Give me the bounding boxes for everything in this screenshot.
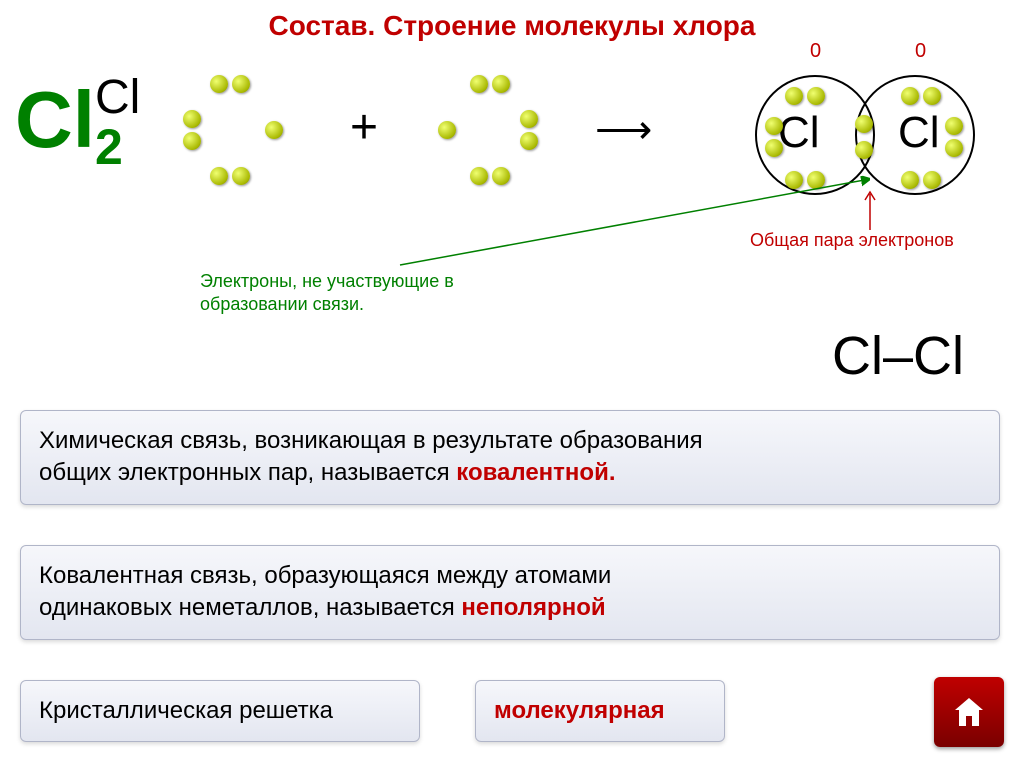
electron-dot [945, 139, 963, 157]
electron-dot [785, 87, 803, 105]
box1-l2a: общих электронных пар, называется [39, 459, 456, 486]
electron-dot [807, 87, 825, 105]
electron-dot [855, 115, 873, 133]
annot-green-l2: образовании связи. [200, 294, 364, 314]
electron-dot [901, 87, 919, 105]
electron-dot [765, 139, 783, 157]
electron-dot [765, 117, 783, 135]
structural-formula: Cl–Cl [832, 325, 964, 387]
lattice-label: Кристаллическая решетка [20, 680, 420, 742]
oxidation-zero-right: 0 [915, 40, 926, 63]
definition-nonpolar: Ковалентная связь, образующаяся между ат… [20, 545, 1000, 640]
box1-l1: Химическая связь, возникающая в результа… [39, 427, 703, 454]
box1-term: ковалентной. [456, 459, 615, 486]
element-symbol: Cl [95, 70, 140, 125]
electron-dot [901, 171, 919, 189]
annotation-arrow-green [280, 175, 870, 270]
electron-dot [945, 117, 963, 135]
lattice-type: молекулярная [475, 680, 725, 742]
page-title: Состав. Строение молекулы хлора [269, 10, 756, 42]
lattice-type-term: молекулярная [494, 697, 665, 724]
box2-l2a: одинаковых неметаллов, называется [39, 594, 461, 621]
electron-dot [923, 87, 941, 105]
electron-dot [855, 141, 873, 159]
formula-subscript: 2 [95, 119, 123, 175]
home-icon [949, 692, 989, 732]
box2-l1: Ковалентная связь, образующаяся между ат… [39, 562, 611, 589]
annotation-arrow-red [860, 190, 880, 230]
box2-term: неполярной [461, 594, 605, 621]
annot-green-l1: Электроны, не участвующие в [200, 271, 454, 291]
oxidation-zero-left: 0 [810, 40, 821, 63]
formula-element: Cl [15, 75, 95, 164]
annotation-lone-pairs: Электроны, не участвующие в образовании … [200, 270, 454, 317]
electron-dot [923, 171, 941, 189]
home-button[interactable] [934, 677, 1004, 747]
definition-covalent: Химическая связь, возникающая в результа… [20, 410, 1000, 505]
